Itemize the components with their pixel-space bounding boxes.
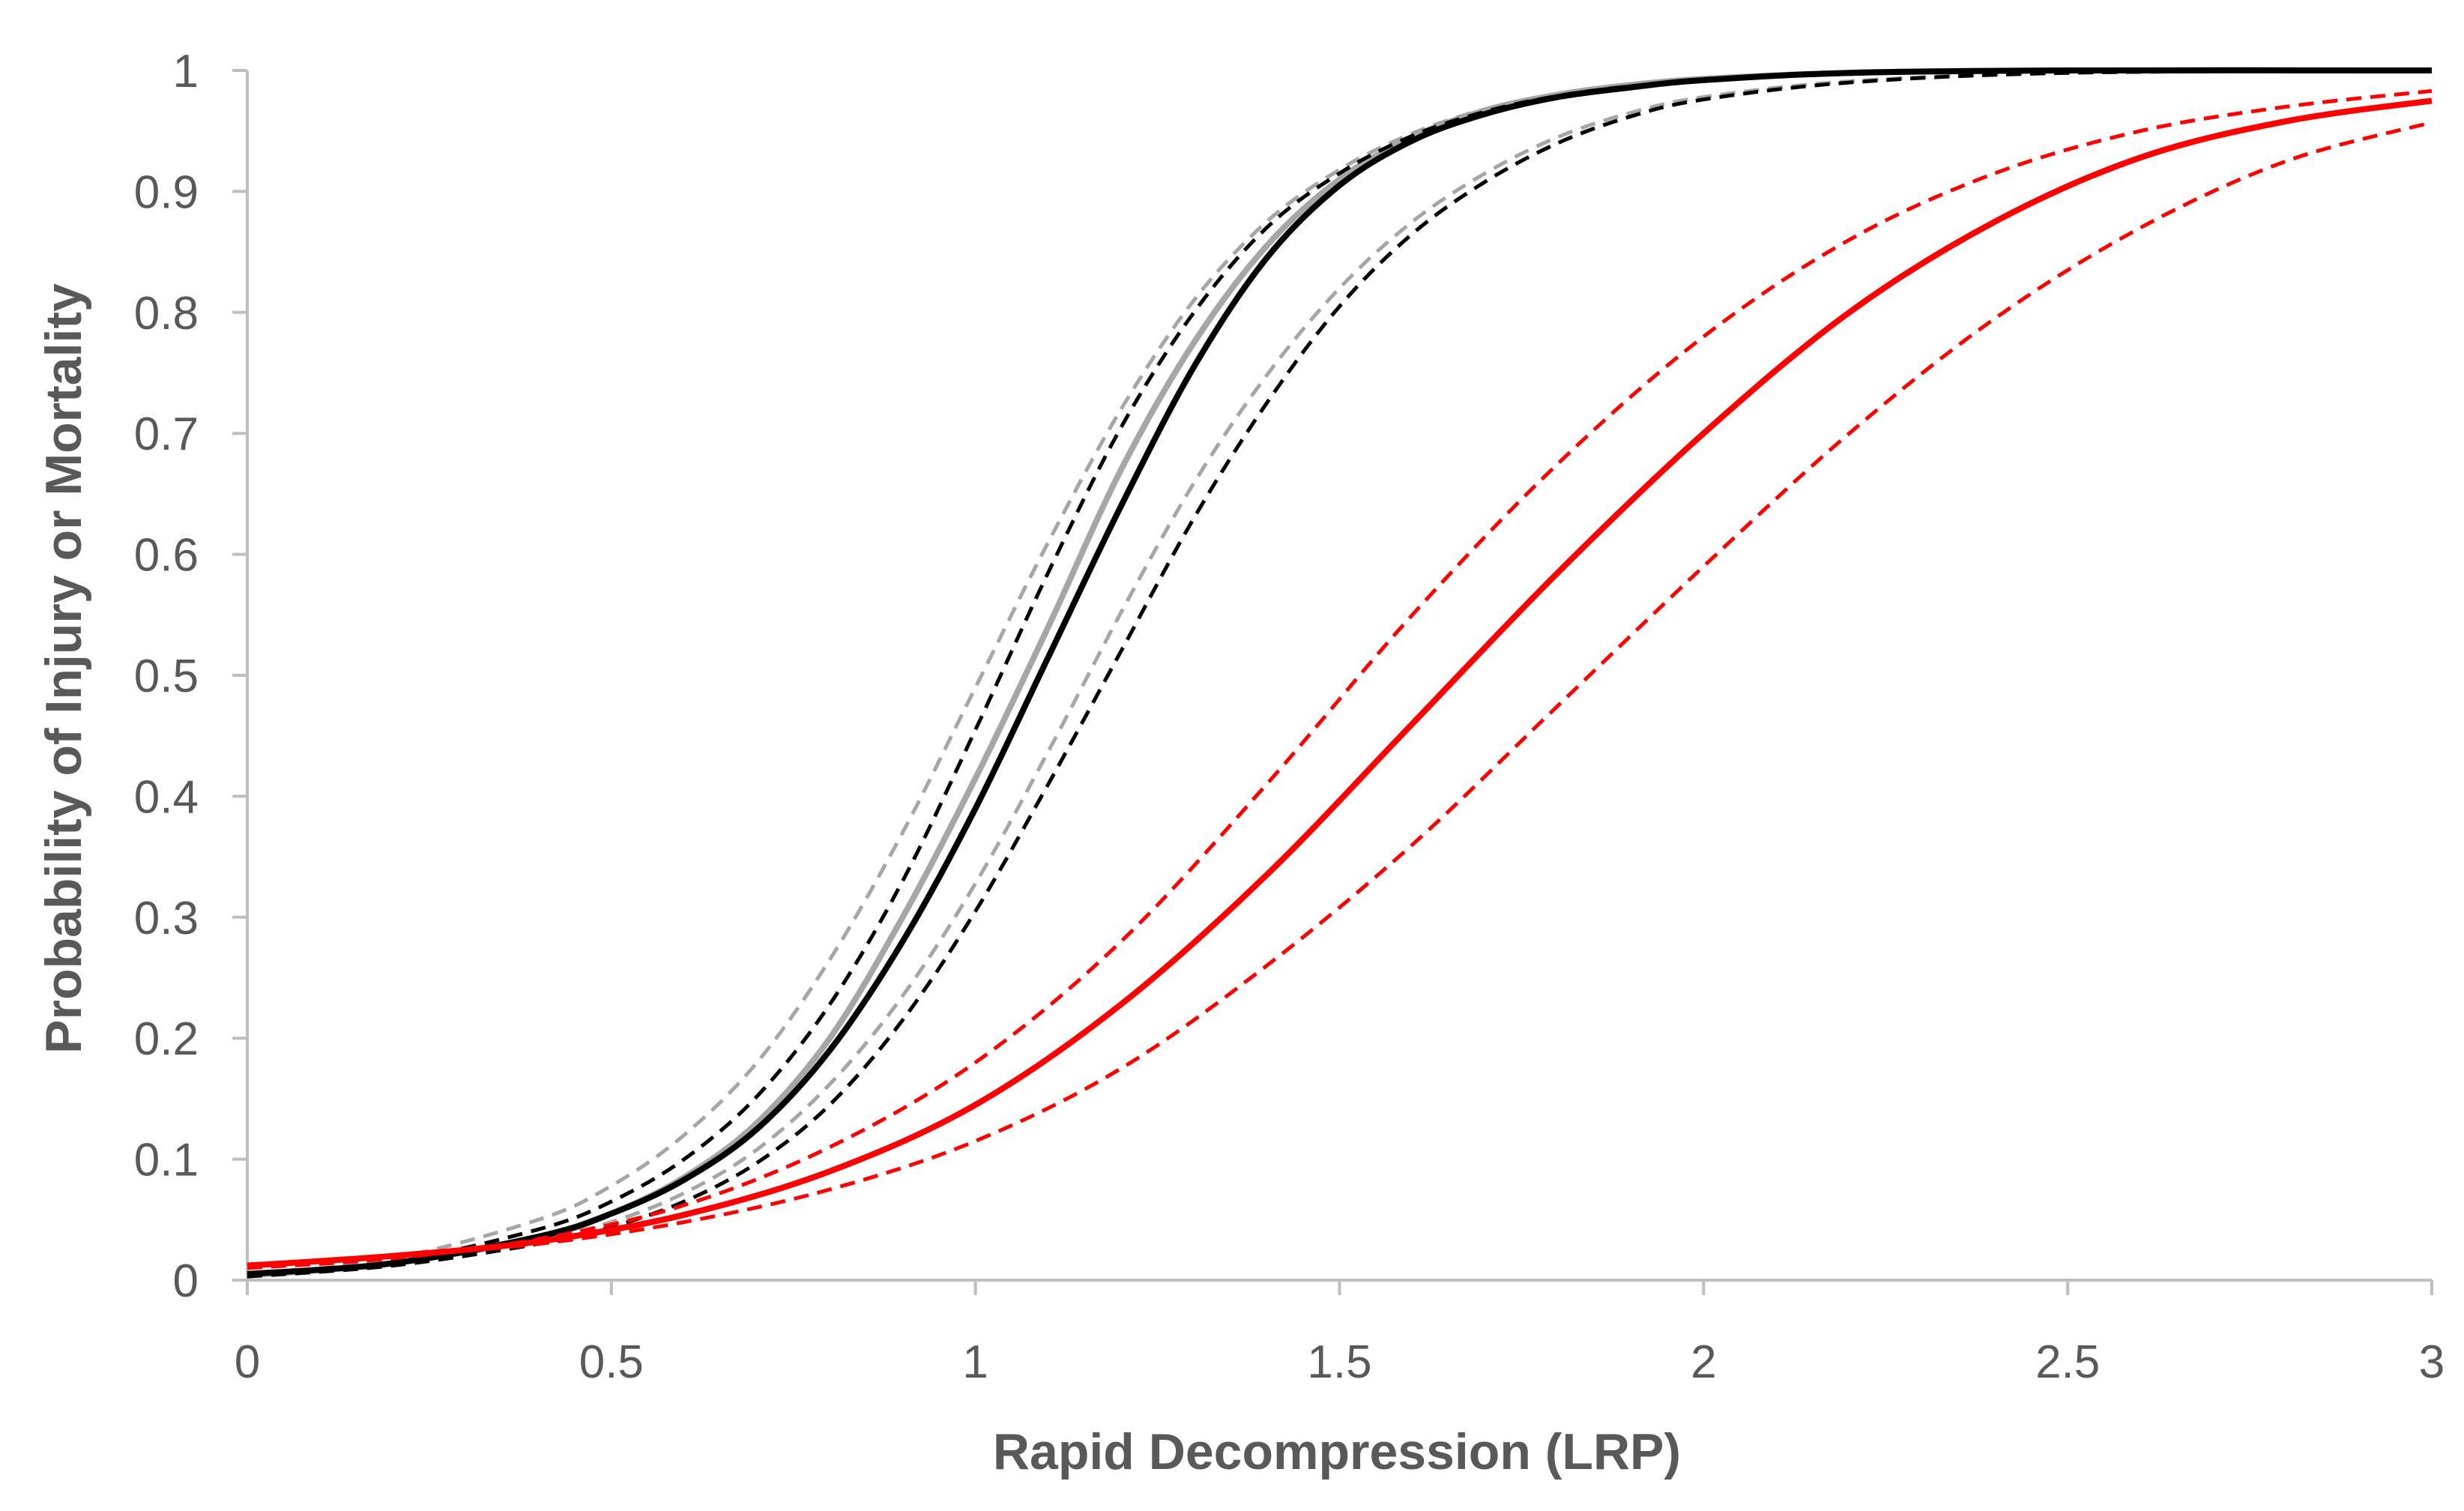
y-tick-label: 1 bbox=[173, 46, 199, 97]
y-axis-title: Probability of Injury or Mortality bbox=[35, 283, 92, 1054]
axes bbox=[232, 69, 2433, 1295]
series-line-red-lower-bound bbox=[247, 120, 2433, 1267]
tick-labels: 0 0.1 0.2 0.3 0.4 0.5 0.6 0.7 0.8 0.9 1 0 0.5 1 1.5 2 2.… bbox=[134, 46, 2445, 1388]
y-tick-label: 0.7 bbox=[134, 408, 199, 460]
y-tick-label: 0.8 bbox=[134, 288, 199, 340]
x-tick-label: 3 bbox=[2419, 1336, 2445, 1388]
x-tick-label: 2 bbox=[1691, 1336, 1716, 1388]
y-tick-label: 0.3 bbox=[134, 893, 199, 944]
series-line-red-fit bbox=[247, 97, 2433, 1269]
y-tick-label: 0.9 bbox=[134, 166, 199, 218]
x-tick-label: 0 bbox=[235, 1336, 260, 1388]
y-tick-label: 0.1 bbox=[134, 1135, 199, 1186]
y-tick-label: 0 bbox=[173, 1255, 199, 1307]
x-tick-label: 0.5 bbox=[579, 1336, 644, 1388]
y-tick-label: 0.4 bbox=[134, 771, 199, 823]
y-tick-label: 0.2 bbox=[134, 1013, 199, 1065]
y-tick-label: 0.5 bbox=[134, 651, 199, 702]
y-tick-label: 0.6 bbox=[134, 530, 199, 582]
x-tick-label: 1.5 bbox=[1307, 1336, 1371, 1388]
series-line-gray-lower-bound bbox=[247, 68, 2433, 1277]
series-layer bbox=[247, 67, 2433, 1279]
x-tick-label: 2.5 bbox=[2035, 1336, 2100, 1388]
series-line-black-fit bbox=[247, 67, 2433, 1277]
x-tick-label: 1 bbox=[962, 1336, 988, 1388]
series-line-black-lower-bound bbox=[247, 68, 2433, 1279]
x-axis-title: Rapid Decompression (LRP) bbox=[993, 1423, 1681, 1480]
series-line-red-upper-bound bbox=[247, 88, 2433, 1270]
